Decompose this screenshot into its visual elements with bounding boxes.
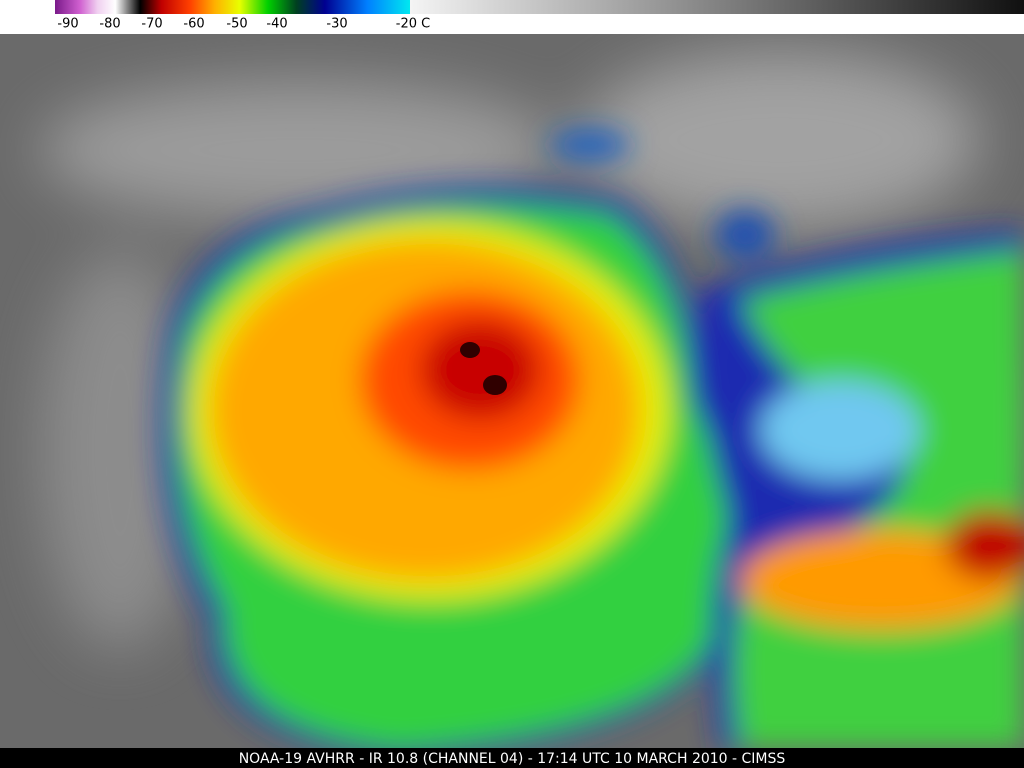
colorbar-label: -90: [57, 17, 78, 32]
caption-strip: [0, 748, 1024, 768]
colorbar-label: -60: [183, 17, 204, 32]
colorbar-gray: [410, 0, 1024, 14]
colorbar: [55, 0, 410, 14]
colorbar-label: -40: [266, 17, 287, 32]
colorbar-label: -30: [326, 17, 347, 32]
colorbar-labels: -90 -80 -70 -60 -50 -40 -30 -20 C: [57, 17, 430, 32]
colorbar-label: -80: [99, 17, 120, 32]
colorbar-label: -70: [141, 17, 162, 32]
colorbar-label: -50: [226, 17, 247, 32]
ir-image: [0, 34, 1024, 748]
colorbar-label: -20 C: [396, 17, 430, 32]
caption: NOAA-19 AVHRR - IR 10.8 (CHANNEL 04) - 1…: [239, 751, 786, 767]
